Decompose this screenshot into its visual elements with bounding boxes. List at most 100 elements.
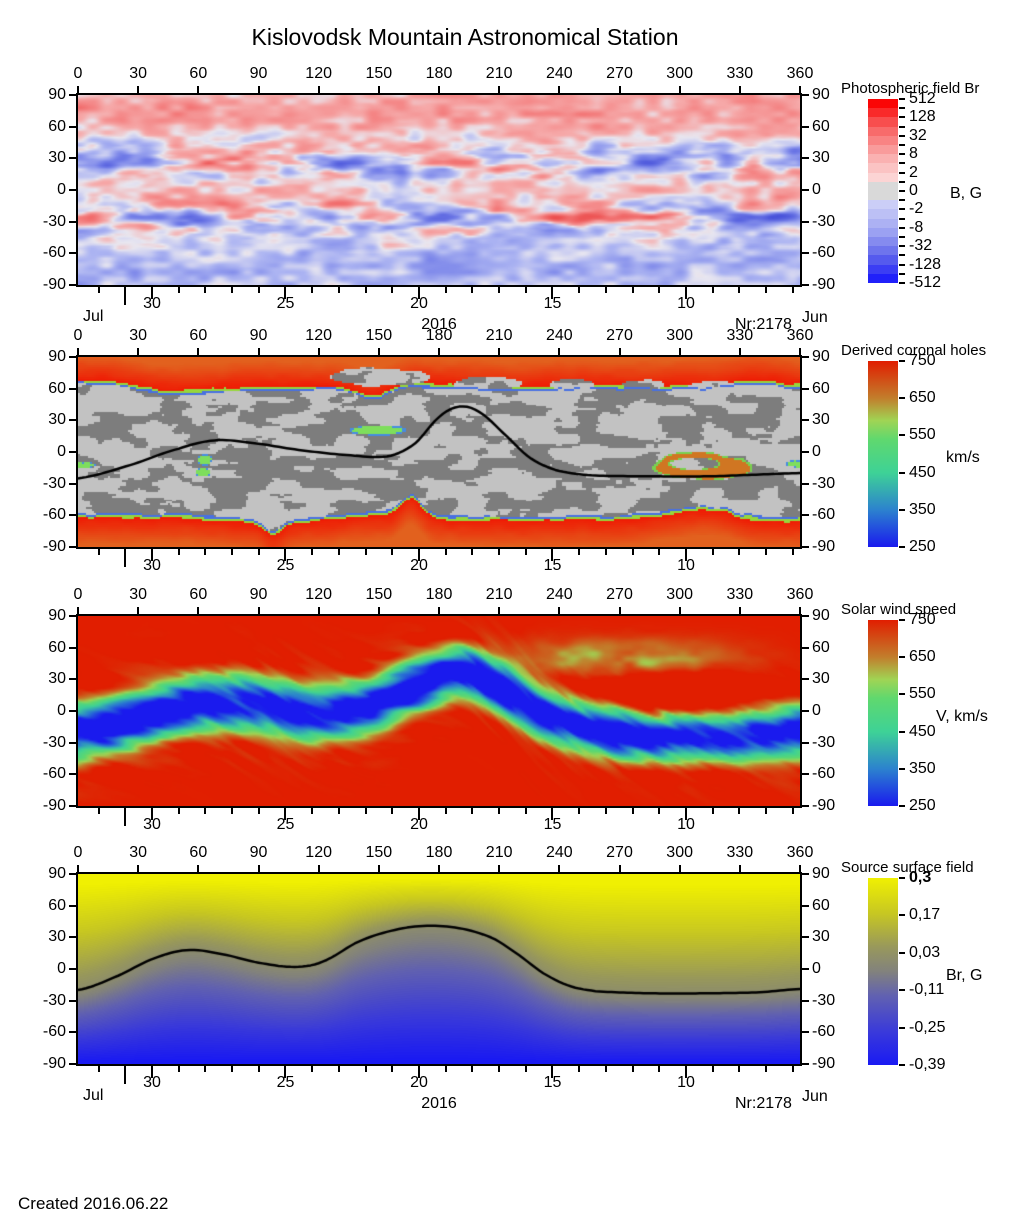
colorbar-tick (899, 171, 905, 174)
y-axis-tick-right (802, 546, 809, 548)
date-axis-tick (498, 549, 501, 555)
colorbar-tick (899, 805, 905, 807)
colorbar-segment (868, 227, 898, 238)
y-axis-label-right: 30 (812, 149, 830, 167)
x-axis-label: 180 (425, 65, 453, 82)
x-axis-label: 210 (485, 327, 513, 344)
y-axis-tick-left (69, 451, 76, 453)
colorbar-segment (868, 145, 898, 155)
date-axis-tick (231, 287, 234, 293)
colorbar-tick-label: -0,11 (909, 981, 945, 999)
date-label: 10 (677, 816, 695, 833)
y-axis-label-left: -90 (42, 1055, 66, 1072)
y-axis-tick-left (69, 615, 76, 617)
date-label: 15 (543, 295, 562, 312)
colorbar-segment (868, 200, 898, 210)
y-axis-tick-right (802, 741, 809, 744)
colorbar-tick (899, 245, 905, 248)
colorbar-unit: V, km/s (936, 708, 988, 725)
x-axis-tick (317, 86, 320, 93)
y-axis-tick-right (802, 387, 809, 390)
y-axis-label-left: -60 (42, 765, 66, 783)
x-axis-label: 300 (666, 65, 694, 82)
date-axis-tick (684, 549, 687, 561)
date-axis-tick (791, 808, 794, 814)
date-axis-tick (364, 1066, 367, 1072)
x-axis-tick (799, 607, 801, 614)
date-label: 25 (276, 557, 295, 574)
x-axis-tick (799, 348, 801, 355)
date-axis-tick (471, 808, 474, 814)
colorbar-tick (899, 471, 905, 474)
colorbar-tick-label: 2 (909, 163, 918, 181)
colorbar-tick (899, 619, 905, 621)
x-axis-tick (377, 607, 380, 614)
date-axis-tick (471, 1066, 474, 1072)
date-axis-tick (177, 287, 180, 293)
y-axis-label-right: -30 (812, 991, 836, 1009)
y-axis-label-right: 30 (812, 411, 830, 429)
x-axis-tick (257, 607, 260, 614)
y-axis-tick-right (802, 710, 809, 712)
y-axis-tick-right (802, 773, 809, 776)
date-axis-tick (471, 549, 474, 555)
date-axis-tick (150, 287, 153, 299)
date-axis-tick (177, 549, 180, 555)
date-axis-tick (444, 287, 447, 293)
x-axis-tick (137, 865, 140, 872)
colorbar-tick-label: 550 (909, 685, 936, 703)
date-axis-tick (444, 549, 447, 555)
y-axis-label-right: 30 (812, 670, 830, 688)
colorbar-segment (868, 209, 898, 220)
date-axis-tick (684, 808, 687, 820)
colorbar-tick-label: 32 (909, 126, 927, 144)
colorbar-tick (899, 217, 905, 220)
date-axis-tick (578, 549, 581, 555)
x-axis-label: 240 (545, 327, 573, 344)
colorbar-tick (899, 877, 905, 879)
colorbar-unit: km/s (946, 449, 980, 466)
colorbar-tick-label: -512 (909, 274, 942, 291)
y-axis-tick-right (802, 419, 809, 422)
date-axis-tick (391, 808, 394, 814)
x-axis-tick (77, 348, 79, 355)
colorbar-segment (868, 218, 898, 229)
colorbar-tick-label: 350 (909, 500, 936, 518)
x-axis-tick (257, 348, 260, 355)
colorbar-tick (899, 914, 905, 917)
y-axis-label-left: -90 (42, 797, 66, 814)
y-axis-label-left: -60 (42, 1023, 66, 1041)
date-axis-tick (711, 808, 714, 814)
colorbar-segment (868, 181, 898, 201)
colorbar-tick-label: 350 (909, 759, 936, 777)
x-axis-label: 270 (606, 844, 633, 861)
y-axis-tick-right (802, 252, 809, 255)
panel-photospheric-field-map (76, 93, 802, 287)
x-axis-tick (738, 348, 741, 355)
x-axis-label: 300 (666, 844, 694, 861)
date-label: 25 (276, 1074, 295, 1091)
y-axis-tick-left (69, 805, 76, 807)
colorbar-tick-label: 750 (909, 611, 936, 628)
date-axis-tick (765, 1066, 768, 1072)
date-axis-tick (658, 287, 661, 293)
x-axis-label: 90 (249, 327, 268, 344)
date-label: 30 (143, 557, 161, 574)
y-axis-label-right: -90 (812, 538, 836, 555)
y-axis-tick-right (802, 189, 809, 191)
y-axis-label-left: 60 (48, 117, 66, 135)
y-axis-tick-left (69, 220, 76, 223)
date-axis-tick (124, 287, 127, 305)
x-axis-tick (317, 607, 320, 614)
y-axis-tick-left (69, 904, 76, 907)
colorbar-tick (899, 98, 905, 100)
date-axis-tick (364, 808, 367, 814)
x-axis-label: 330 (726, 844, 754, 861)
colorbar-tick (899, 693, 905, 696)
x-axis-tick (498, 607, 501, 614)
date-axis-tick (311, 1066, 314, 1072)
y-axis-tick-left (69, 94, 76, 96)
y-axis-tick-right (802, 125, 809, 128)
x-axis-tick (558, 865, 561, 872)
y-axis-tick-right (802, 936, 809, 939)
